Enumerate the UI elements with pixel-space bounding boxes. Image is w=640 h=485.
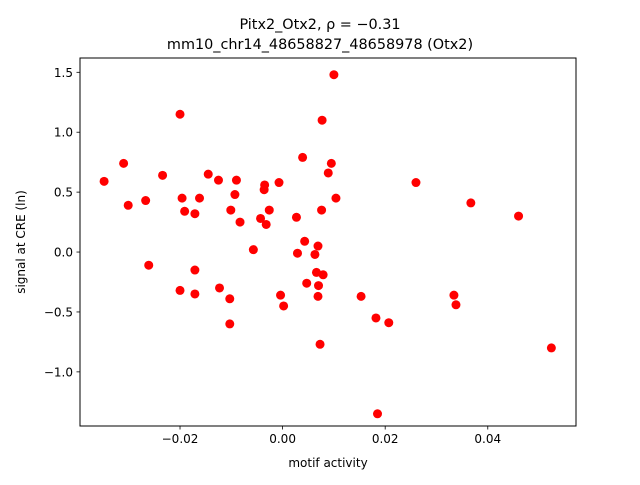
data-point <box>195 193 205 203</box>
y-tick-label: 0.5 <box>54 186 73 200</box>
x-tick-label: 0.02 <box>372 432 399 446</box>
data-point <box>302 278 312 288</box>
data-point <box>158 170 168 180</box>
data-point <box>371 313 381 323</box>
data-point <box>177 193 187 203</box>
data-points <box>99 70 556 419</box>
data-point <box>310 249 320 259</box>
data-point <box>141 196 151 206</box>
data-point <box>384 318 394 328</box>
data-point <box>248 245 258 255</box>
data-point <box>329 70 339 80</box>
data-point <box>190 265 200 275</box>
chart-title-line2: mm10_chr14_48658827_48658978 (Otx2) <box>167 37 473 53</box>
data-point <box>331 193 341 203</box>
x-tick-label: 0.04 <box>474 432 501 446</box>
axis-ticks: −0.02 0.00 0.02 0.04 −1.0 −0.5 0.0 0.5 1.0 1.5 <box>44 66 501 446</box>
y-axis-label: signal at CRE (ln) <box>14 190 28 294</box>
data-point <box>372 409 382 419</box>
data-point <box>123 200 133 210</box>
data-point <box>203 169 213 179</box>
data-point <box>315 339 325 349</box>
data-point <box>279 301 289 311</box>
data-point <box>314 281 324 291</box>
data-point <box>230 190 240 200</box>
data-point <box>276 290 286 300</box>
data-point <box>190 209 200 219</box>
x-axis-label: motif activity <box>288 456 367 470</box>
x-tick-label: 0.00 <box>269 432 296 446</box>
data-point <box>317 115 327 125</box>
data-point <box>546 343 556 353</box>
chart-title-line1: Pitx2_Otx2, ρ = −0.31 <box>239 17 400 33</box>
data-point <box>99 176 109 186</box>
data-point <box>260 180 270 190</box>
y-tick-label: 1.0 <box>54 126 73 140</box>
data-point <box>300 236 310 246</box>
data-point <box>313 241 323 251</box>
data-point <box>264 205 274 215</box>
data-point <box>323 168 333 178</box>
data-point <box>326 158 336 168</box>
data-point <box>411 178 421 188</box>
data-point <box>449 290 459 300</box>
data-point <box>175 109 185 119</box>
data-point <box>215 283 225 293</box>
data-point <box>313 291 323 301</box>
data-point <box>356 291 366 301</box>
data-point <box>225 319 235 329</box>
data-point <box>235 217 245 227</box>
y-tick-label: 1.5 <box>54 66 73 80</box>
data-point <box>292 248 302 258</box>
data-point <box>291 212 301 222</box>
data-point <box>231 175 241 185</box>
data-point <box>175 285 185 295</box>
data-point <box>318 270 328 280</box>
data-point <box>213 175 223 185</box>
data-point <box>190 289 200 299</box>
data-point <box>451 300 461 310</box>
y-tick-label: −0.5 <box>44 305 73 319</box>
data-point <box>514 211 524 221</box>
data-point <box>466 198 476 208</box>
data-point <box>256 213 266 223</box>
data-point <box>144 260 154 270</box>
plot-frame <box>79 57 577 427</box>
data-point <box>119 158 129 168</box>
y-tick-label: −1.0 <box>44 365 73 379</box>
y-tick-label: 0.0 <box>54 246 73 260</box>
data-point <box>261 219 271 229</box>
data-point <box>225 294 235 304</box>
data-point <box>180 206 190 216</box>
data-point <box>317 205 327 215</box>
x-tick-label: −0.02 <box>162 432 199 446</box>
data-point <box>226 205 236 215</box>
data-point <box>274 178 284 188</box>
data-point <box>298 152 308 162</box>
